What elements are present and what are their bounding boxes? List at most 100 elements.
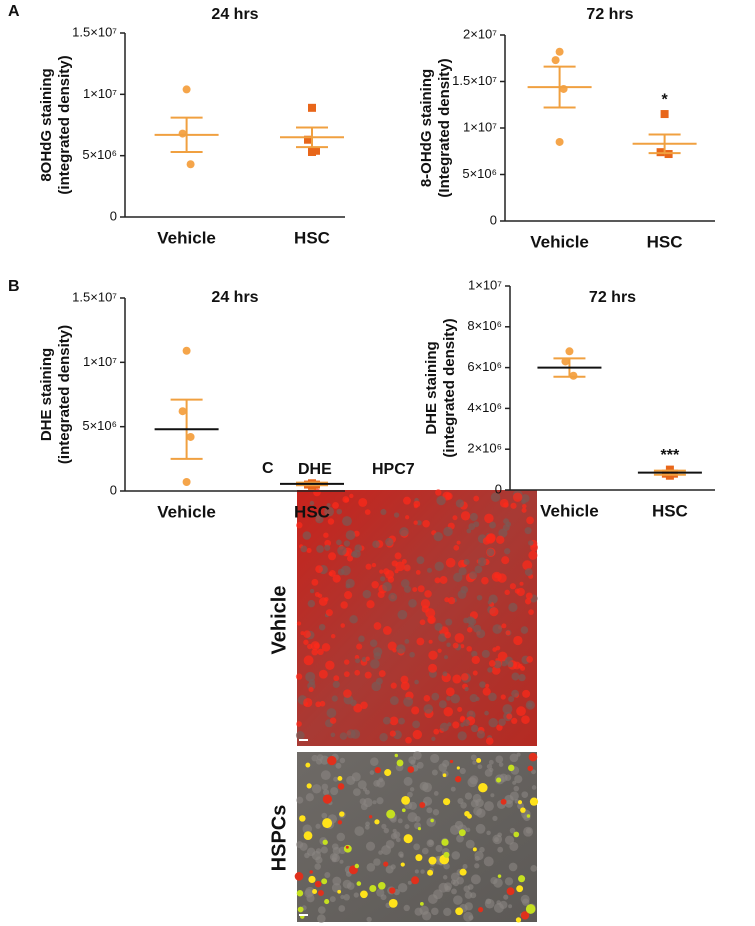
cell: [492, 624, 503, 634]
cell: [511, 672, 520, 681]
cell: [482, 687, 491, 696]
cell: [371, 581, 379, 589]
cell: [324, 539, 331, 547]
cell: [434, 577, 441, 584]
cell: [441, 838, 449, 846]
cell: [421, 847, 429, 855]
cell: [332, 846, 341, 855]
cell: [374, 767, 381, 774]
cell: [372, 800, 377, 805]
cell: [371, 562, 377, 568]
cell: [345, 578, 355, 589]
cell: [477, 764, 483, 770]
cell: [413, 520, 418, 525]
cell: [428, 856, 437, 865]
cell: [506, 887, 515, 896]
cell: [443, 798, 451, 806]
cell: [453, 572, 463, 583]
cell: [485, 683, 490, 688]
cell: [435, 844, 443, 853]
cell: [444, 631, 452, 639]
cell: [343, 671, 350, 678]
cell: [365, 563, 372, 570]
cell: [474, 851, 484, 861]
y-tick-label: 0: [110, 208, 117, 223]
cell: [428, 639, 433, 644]
cell: [521, 791, 529, 799]
cell: [398, 717, 405, 725]
cell: [495, 755, 504, 764]
cell: [501, 623, 507, 629]
cell: [358, 498, 368, 507]
cell: [330, 633, 336, 639]
cell: [374, 819, 380, 825]
cell: [373, 652, 382, 660]
cell: [506, 713, 513, 720]
cell: [497, 874, 502, 878]
cell: [349, 493, 354, 499]
cell: [525, 592, 533, 600]
cell: [351, 551, 358, 558]
panel-label: A: [8, 3, 20, 20]
cell: [509, 753, 519, 763]
cell: [389, 887, 396, 894]
cell: [328, 552, 337, 561]
cell: [323, 532, 329, 538]
channel-label: DHE: [298, 461, 332, 478]
cell: [373, 858, 381, 866]
cell: [473, 806, 483, 816]
cell: [528, 540, 534, 546]
cell: [321, 878, 328, 885]
y-tick-label: 1×10⁷: [463, 119, 497, 134]
cell: [467, 777, 478, 788]
cell: [452, 642, 459, 649]
cell: [303, 697, 313, 708]
cell: [484, 710, 489, 716]
cell: [522, 560, 533, 571]
cell: [393, 512, 400, 518]
cell: [295, 731, 305, 740]
cell: [397, 609, 408, 620]
cell: [504, 877, 514, 886]
cell: [524, 527, 532, 535]
cell: [403, 904, 410, 912]
cell: [465, 827, 471, 833]
cell: [390, 682, 397, 689]
cell: [513, 635, 523, 646]
cell: [483, 801, 494, 812]
cell: [446, 696, 451, 701]
cell: [400, 579, 410, 588]
cell: [460, 511, 471, 521]
cell: [409, 651, 415, 658]
cell: [462, 864, 468, 870]
cell: [397, 882, 408, 893]
cell: [414, 679, 419, 685]
cell: [456, 540, 461, 545]
cell: [321, 643, 331, 652]
cell: [443, 907, 452, 917]
data-point: [665, 465, 674, 474]
cell: [315, 565, 323, 573]
cell: [385, 839, 395, 849]
cell: [478, 907, 484, 913]
x-tick-label: Vehicle: [530, 232, 589, 251]
y-tick-label: 5×10⁶: [82, 418, 117, 433]
y-tick-label: 1.5×10⁷: [72, 24, 117, 39]
cell: [410, 759, 416, 765]
cell: [476, 629, 486, 639]
cell: [455, 907, 464, 916]
cell: [527, 702, 533, 708]
cell: [349, 615, 358, 624]
cell: [525, 904, 536, 914]
cell: [294, 872, 304, 881]
cell: [321, 783, 329, 791]
cell: [500, 798, 507, 805]
cell: [315, 701, 322, 708]
cell: [438, 700, 447, 709]
cell: [309, 588, 315, 594]
cell: [369, 639, 378, 647]
cell: [464, 792, 473, 800]
cell: [376, 778, 386, 788]
cell: [508, 904, 513, 909]
cell: [371, 681, 382, 692]
